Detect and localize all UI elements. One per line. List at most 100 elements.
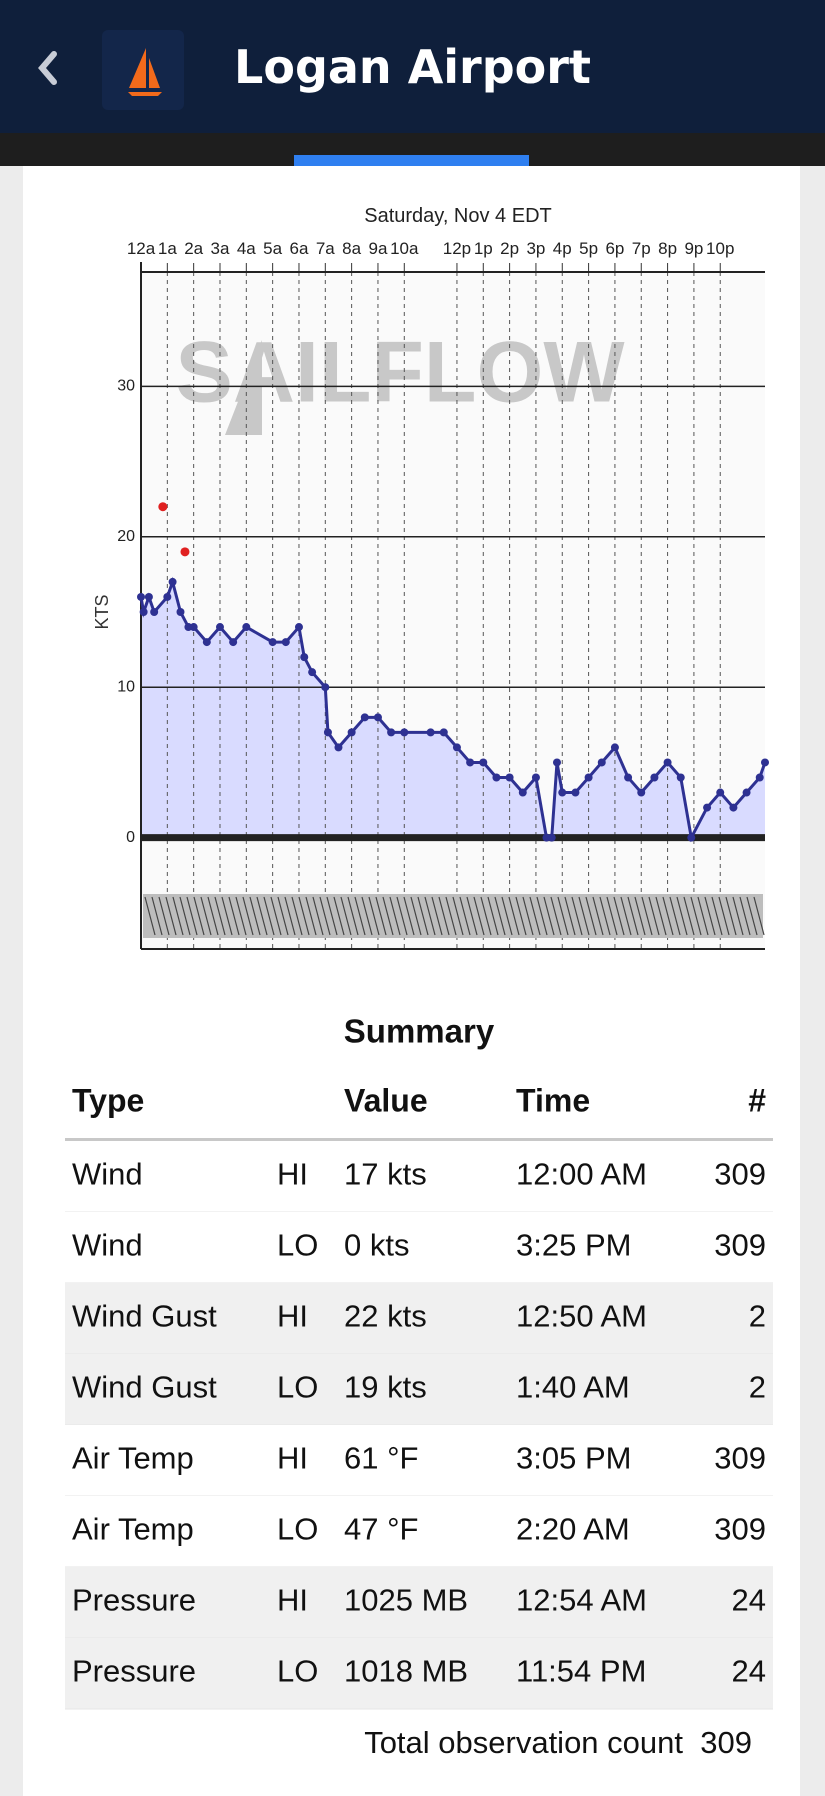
wind-point [703,803,712,812]
wind-point [300,653,309,662]
table-cell: 2 [749,1299,766,1334]
wind-point [439,728,448,737]
x-tick-label: 9p [684,239,703,258]
wind-point [558,788,567,797]
table-cell: 47 °F [344,1512,418,1547]
table-cell: 0 kts [344,1228,409,1263]
table-cell: 22 kts [344,1299,427,1334]
wind-point [308,668,317,677]
wind-point [761,758,769,767]
table-cell: LO [277,1654,318,1689]
wind-point [663,758,672,767]
summary-title: Summary [344,1013,495,1050]
wind-point [137,592,145,601]
column-header: Time [516,1082,590,1118]
wind-point [294,623,303,632]
x-tick-label: 10a [390,239,419,258]
table-row [65,1141,773,1212]
wind-point [323,728,332,737]
wind-point [168,577,177,586]
table-cell: 309 [714,1441,766,1476]
x-tick-label: 4p [553,239,572,258]
table-cell: Air Temp [72,1512,194,1547]
x-tick-label: 3a [211,239,230,258]
wind-point [229,638,238,647]
x-tick-label: 5a [263,239,282,258]
wind-point [150,608,159,617]
header-rule [65,1138,773,1142]
table-cell: 309 [714,1512,766,1547]
table-cell: 3:05 PM [516,1441,631,1476]
wind-point [268,638,277,647]
wind-point [742,788,751,797]
table-row [65,1638,773,1709]
x-tick-label: 4a [237,239,256,258]
table-cell: 1:40 AM [516,1370,630,1405]
table-row [65,1283,773,1354]
wind-point [321,683,330,692]
wind-point [650,773,659,782]
table-cell: 61 °F [344,1441,418,1476]
wind-point [637,788,646,797]
y-tick-label: 0 [126,829,135,846]
table-cell: 2 [749,1370,766,1405]
x-tick-label: 1a [158,239,177,258]
wind-point [373,713,382,722]
x-tick-label: 3p [526,239,545,258]
table-cell: 309 [714,1228,766,1263]
wind-point [139,608,148,617]
direction-band [143,894,763,938]
app-logo [102,30,184,110]
table-row [65,1425,773,1496]
x-tick-label: 2a [184,239,203,258]
y-tick-label: 30 [117,378,135,395]
wind-point [755,773,764,782]
y-axis-label: KTS [92,594,112,629]
table-row [65,1354,773,1425]
column-header: Value [344,1082,428,1118]
table-cell: 19 kts [344,1370,427,1405]
wind-point [400,728,409,737]
back-button[interactable] [20,38,80,98]
wind-point [676,773,685,782]
column-header: Type [72,1082,144,1118]
wind-point [189,623,198,632]
wind-point [553,758,561,767]
wind-point [452,743,461,752]
table-cell: 12:54 AM [516,1583,647,1618]
gust-point [180,547,190,557]
wind-point [610,743,619,752]
table-cell: HI [277,1299,308,1334]
wind-point [505,773,514,782]
x-tick-label: 12p [443,239,471,258]
wind-point [426,728,435,737]
active-tab-indicator [294,155,529,166]
table-cell: 12:50 AM [516,1299,647,1334]
table-cell: Wind Gust [72,1370,217,1405]
table-cell: 2:20 AM [516,1512,630,1547]
x-tick-label: 7a [316,239,335,258]
table-cell: Wind [72,1228,143,1263]
wind-point [716,788,725,797]
y-tick-label: 10 [117,678,135,695]
table-row [65,1567,773,1638]
wind-point [729,803,738,812]
table-cell: 11:54 PM [516,1654,646,1689]
table-cell: HI [277,1157,308,1192]
table-cell: 12:00 AM [516,1157,647,1192]
wind-point [242,623,251,632]
wind-point [347,728,356,737]
wind-point [360,713,369,722]
table-cell: HI [277,1583,308,1618]
wind-point [624,773,633,782]
table-cell: 309 [714,1157,766,1192]
wind-point [479,758,488,767]
table-cell: HI [277,1441,308,1476]
table-row [65,1496,773,1567]
x-tick-label: 2p [500,239,519,258]
wind-point [547,833,556,842]
wind-point [492,773,501,782]
x-tick-label: 12a [127,239,156,258]
wind-point [163,592,172,601]
